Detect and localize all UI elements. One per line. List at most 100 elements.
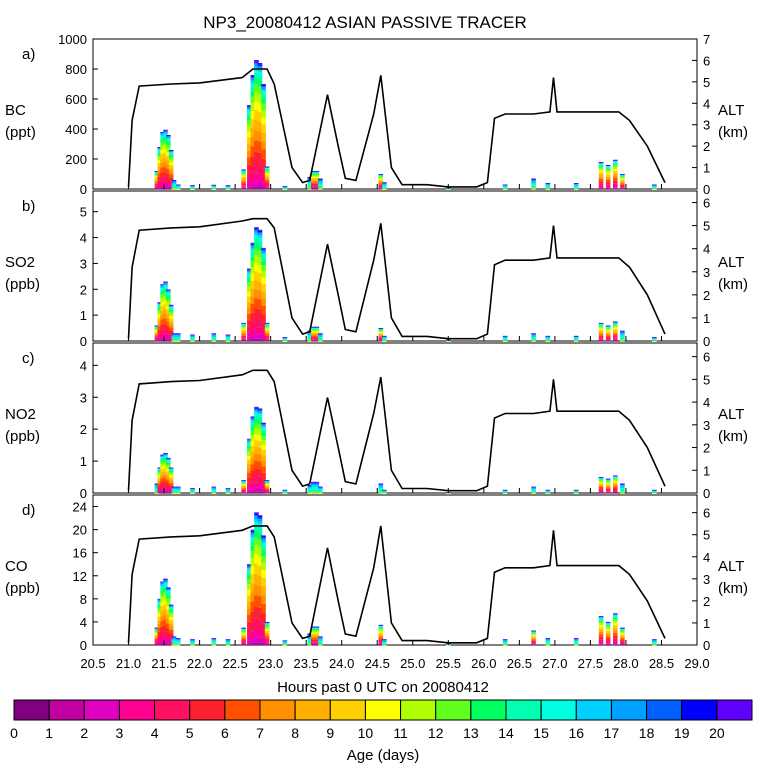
- age-segment: [168, 333, 174, 337]
- age-segment: [598, 188, 604, 189]
- age-segment: [250, 256, 256, 262]
- age-segment: [605, 483, 611, 485]
- panel-label: b): [22, 198, 35, 215]
- age-segment: [211, 644, 217, 646]
- y2-tick-label: 5: [703, 372, 710, 387]
- age-segment: [314, 635, 320, 637]
- age-segment: [154, 631, 160, 634]
- age-segment: [168, 318, 174, 322]
- age-segment: [314, 334, 320, 336]
- age-segment: [314, 172, 320, 173]
- age-segment: [257, 516, 263, 518]
- age-segment: [605, 184, 611, 187]
- age-segment: [652, 642, 657, 644]
- age-segment: [241, 183, 246, 186]
- age-segment: [250, 128, 256, 138]
- age-segment: [264, 186, 270, 188]
- age-segment: [257, 410, 263, 411]
- age-segment: [261, 298, 266, 306]
- age-segment: [247, 110, 252, 114]
- age-segment: [163, 455, 168, 458]
- y2-axis-unit: (km): [718, 276, 748, 293]
- age-segment: [378, 491, 384, 492]
- age-segment: [166, 641, 171, 644]
- panel-label: c): [22, 350, 35, 367]
- age-segment: [254, 308, 259, 319]
- age-segment: [250, 75, 256, 77]
- age-segment: [171, 636, 177, 637]
- tracer-bar: [382, 335, 387, 342]
- age-segment: [620, 188, 625, 190]
- age-segment: [314, 485, 320, 488]
- age-segment: [254, 584, 259, 596]
- age-segment: [612, 161, 618, 163]
- age-segment: [531, 644, 536, 645]
- tracer-bar: [378, 328, 384, 342]
- age-segment: [247, 446, 252, 449]
- age-segment: [612, 479, 618, 482]
- age-segment: [620, 642, 625, 644]
- age-segment: [171, 486, 177, 488]
- age-segment: [307, 340, 313, 341]
- age-segment: [175, 188, 181, 189]
- age-segment: [307, 188, 313, 189]
- age-segment: [157, 152, 163, 155]
- age-segment: [531, 638, 536, 640]
- age-segment: [261, 182, 266, 187]
- age-segment: [166, 490, 171, 493]
- age-segment: [257, 424, 263, 430]
- age-segment: [264, 334, 270, 336]
- age-segment: [157, 631, 163, 636]
- age-segment: [257, 521, 263, 525]
- age-segment: [154, 326, 160, 327]
- age-segment: [318, 492, 323, 493]
- age-segment: [598, 174, 604, 177]
- age-segment: [171, 644, 177, 645]
- age-segment: [605, 632, 611, 635]
- age-segment: [318, 637, 323, 639]
- tracer-bar: [605, 621, 611, 646]
- age-segment: [254, 563, 259, 575]
- age-segment: [190, 339, 195, 341]
- age-segment: [211, 487, 217, 489]
- age-segment: [310, 328, 316, 330]
- age-segment: [166, 178, 171, 183]
- age-segment: [261, 586, 266, 596]
- age-segment: [382, 336, 387, 337]
- age-segment: [250, 261, 256, 268]
- age-segment: [175, 492, 181, 493]
- age-segment: [307, 643, 313, 645]
- age-segment: [254, 271, 259, 281]
- age-segment: [382, 187, 387, 189]
- age-segment: [168, 477, 174, 480]
- x-axis-label: Hours past 0 UTC on 20080412: [277, 679, 489, 696]
- age-segment: [314, 328, 320, 329]
- age-segment: [168, 468, 174, 469]
- age-segment: [598, 339, 604, 341]
- age-segment: [168, 612, 174, 615]
- age-segment: [157, 329, 163, 334]
- age-segment: [282, 644, 288, 645]
- age-segment: [598, 485, 604, 487]
- age-segment: [154, 633, 160, 635]
- age-segment: [282, 340, 288, 342]
- age-segment: [620, 331, 625, 332]
- age-segment: [163, 591, 168, 596]
- tracer-bar: [211, 486, 217, 494]
- age-segment: [261, 631, 266, 639]
- age-segment: [225, 334, 231, 336]
- x-tick-label: 25.0: [400, 656, 425, 671]
- age-segment: [310, 175, 316, 177]
- age-segment: [250, 583, 256, 593]
- age-segment: [605, 491, 611, 493]
- age-segment: [318, 334, 323, 336]
- age-segment: [250, 417, 256, 418]
- age-segment: [307, 485, 313, 486]
- age-segment: [598, 616, 604, 617]
- colorbar-label: Age (days): [347, 747, 420, 764]
- age-segment: [247, 179, 252, 185]
- age-segment: [154, 171, 160, 172]
- age-segment: [160, 482, 165, 486]
- colorbar-swatch: [189, 699, 226, 721]
- x-tick-label: 26.5: [507, 656, 532, 671]
